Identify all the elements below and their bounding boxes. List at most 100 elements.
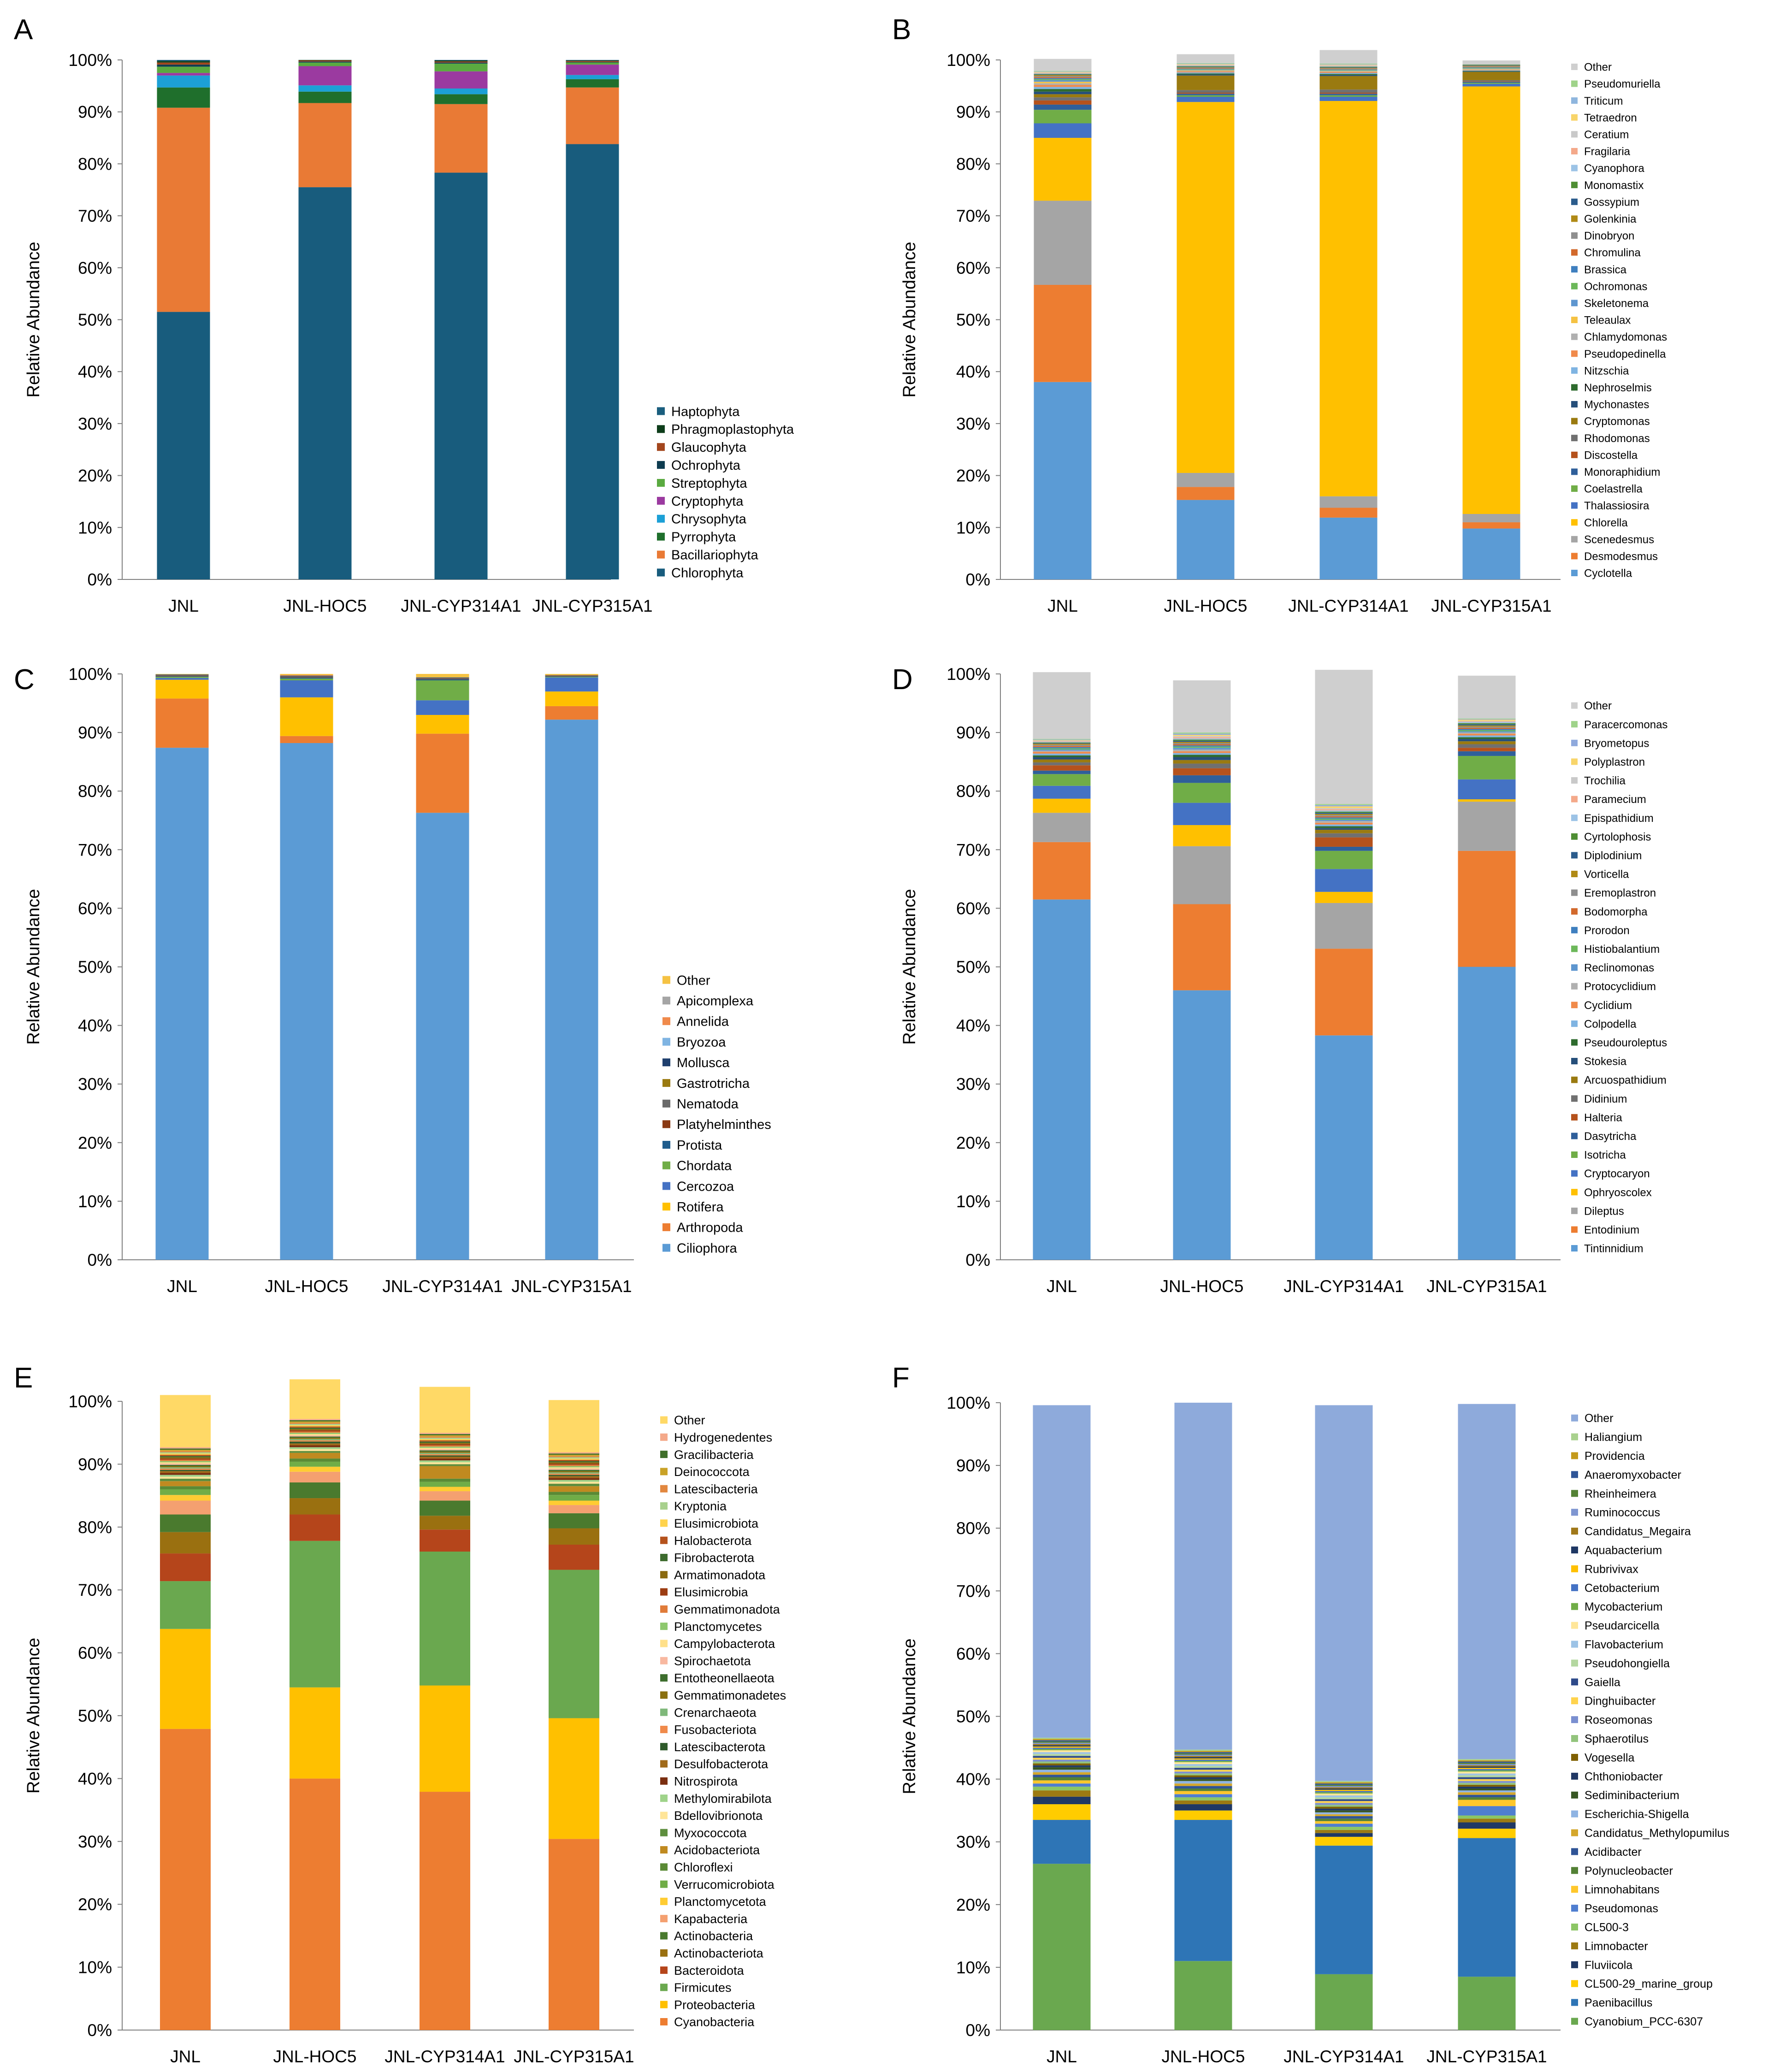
bar-segment-paracercomonas — [1315, 804, 1373, 805]
bar-segment-gracilibacteria — [160, 1448, 211, 1450]
legend-swatch — [660, 1708, 668, 1716]
bar-segment-gossypium — [1319, 67, 1378, 68]
bar-segment-gaiella — [1315, 1799, 1373, 1801]
legend-label: Latescibacterota — [674, 1740, 766, 1754]
bar-segment-acidobacteriota — [549, 1486, 599, 1492]
bar-segment-nitzschia — [1177, 72, 1235, 74]
bar-segment-triticum — [1319, 64, 1378, 65]
legend-label: Chlamydomonas — [1584, 331, 1667, 343]
bar-segment-latescibacteria — [549, 1456, 599, 1458]
bar-segment-ophryoscolex — [1458, 799, 1516, 802]
bar-segment-didinium — [1173, 763, 1231, 768]
legend-swatch — [1571, 249, 1578, 256]
legend-label: Chlorella — [1584, 517, 1628, 529]
bar-segment-mychonastes — [1319, 75, 1378, 76]
bar-segment-crenarchaeota — [420, 1452, 470, 1454]
legend-swatch — [660, 1691, 668, 1699]
bar-segment-spirochaetota — [549, 1468, 599, 1470]
legend-swatch — [660, 1829, 668, 1836]
bar-segment-cl500-29-marine-group — [1315, 1836, 1373, 1846]
bar-segment-anaeromyxobacter — [1174, 1752, 1232, 1753]
legend-swatch — [660, 1725, 668, 1733]
bar-segment-cyanobacteria — [420, 1792, 470, 2030]
bar-segment-polynucleobacter — [1174, 1789, 1232, 1791]
bar-segment-ciliophora — [545, 720, 598, 1260]
y-tick-label: 10% — [78, 518, 112, 537]
bar-segment-ochrophyta — [298, 61, 352, 63]
legend-swatch — [660, 1897, 668, 1905]
bar-segment-cyclidium — [1458, 733, 1516, 736]
bar-segment-thalassiosira — [1319, 97, 1378, 101]
y-tick-label: 60% — [78, 899, 112, 918]
bar-segment-gracilibacteria — [290, 1420, 340, 1422]
bar-segment-polyplastron — [1315, 806, 1373, 809]
y-tick-label: 0% — [966, 1251, 990, 1269]
bar-segment-pseudomonas — [1458, 1806, 1516, 1816]
bar-segment-tintinnidium — [1033, 899, 1091, 1260]
bar-segment-deinococcota — [290, 1421, 340, 1423]
bar-segment-verrucomicrobiota — [420, 1482, 470, 1487]
bar-segment-other — [1033, 672, 1091, 739]
bar-segment-epispathidium — [1458, 722, 1516, 723]
bar-segment-didinium — [1315, 833, 1373, 838]
bar-segment-bodomorpha — [1458, 727, 1516, 729]
bar-segment-epispathidium — [1315, 810, 1373, 812]
bar-segment-fusobacteriota — [549, 1473, 599, 1475]
legend-label: Arcuospathidium — [1584, 1074, 1667, 1086]
legend-swatch — [1571, 833, 1578, 840]
bar-segment-arcuospathidium — [1458, 741, 1516, 744]
bar-segment-gemmatimonadetes — [549, 1471, 599, 1473]
bar-segment-dileptus — [1173, 846, 1231, 904]
legend-label: Cryptomonas — [1584, 415, 1650, 428]
bar-segment-halobacterota — [160, 1454, 211, 1456]
bar-segment-rheinheimera — [1315, 1784, 1373, 1786]
legend-label: Rhodomonas — [1584, 432, 1650, 445]
legend-label: Eremoplastron — [1584, 887, 1656, 899]
bar-segment-aquabacterium — [1458, 1766, 1516, 1768]
legend-label: Didinium — [1584, 1093, 1627, 1105]
legend-swatch — [660, 1863, 668, 1871]
bar-segment-eremoplastron — [1173, 743, 1231, 744]
legend-swatch — [1571, 1226, 1578, 1233]
bar-segment-kapabacteria — [420, 1491, 470, 1501]
legend-swatch — [1571, 1509, 1578, 1516]
bar-segment-latescibacteria — [420, 1436, 470, 1438]
legend-label: Tetraedron — [1584, 112, 1637, 124]
bar-segment-dileptus — [1315, 903, 1373, 949]
bar-segment-acidobacteriota — [420, 1466, 470, 1479]
legend-swatch — [1571, 1528, 1578, 1535]
bar-segment-cryptocaryon — [1033, 785, 1091, 799]
y-tick-label: 20% — [956, 466, 990, 485]
legend-label: Sphaerotilus — [1585, 1733, 1649, 1746]
bar-segment-vogesella — [1458, 1784, 1516, 1787]
bar-segment-entodinium — [1315, 949, 1373, 1036]
bar-segment-paenibacillus — [1315, 1845, 1373, 1974]
legend-label: Bodomorpha — [1584, 906, 1648, 918]
legend-swatch — [660, 1983, 668, 1991]
y-tick-label: 0% — [88, 1251, 112, 1269]
bar-segment-fragilaria — [1319, 65, 1378, 66]
bar-segment-planctomycetota — [549, 1500, 599, 1505]
legend-label: Epispathidium — [1584, 812, 1654, 825]
legend-swatch — [660, 1812, 668, 1819]
x-tick-label: JNL — [167, 1277, 197, 1296]
bar-segment-bacillariophyta — [434, 104, 488, 173]
bar-segment-limnobacter — [1174, 1800, 1232, 1805]
legend-swatch — [1571, 350, 1578, 357]
legend-label: Escherichia-Shigella — [1585, 1808, 1689, 1821]
legend-swatch — [1571, 1133, 1578, 1139]
bar-segment-gaiella — [1458, 1777, 1516, 1779]
bar-segment-firmicutes — [549, 1570, 599, 1718]
bar-segment-bodomorpha — [1173, 744, 1231, 746]
legend-label: Elusimicrobiota — [674, 1517, 759, 1530]
legend-swatch — [1571, 1999, 1578, 2006]
legend-label: Gracilibacteria — [674, 1448, 754, 1462]
x-tick-label: JNL — [1047, 596, 1078, 615]
legend-swatch — [660, 1880, 668, 1888]
bar-segment-elusimicrobia — [160, 1458, 211, 1460]
bar-segment-thalassiosira — [1177, 97, 1235, 102]
legend-label: Rubrivivax — [1585, 1563, 1638, 1576]
legend-label: Ochromonas — [1584, 280, 1647, 293]
bar-segment-cyanobacteria — [549, 1839, 599, 2030]
bar-segment-nematoda — [416, 678, 469, 679]
